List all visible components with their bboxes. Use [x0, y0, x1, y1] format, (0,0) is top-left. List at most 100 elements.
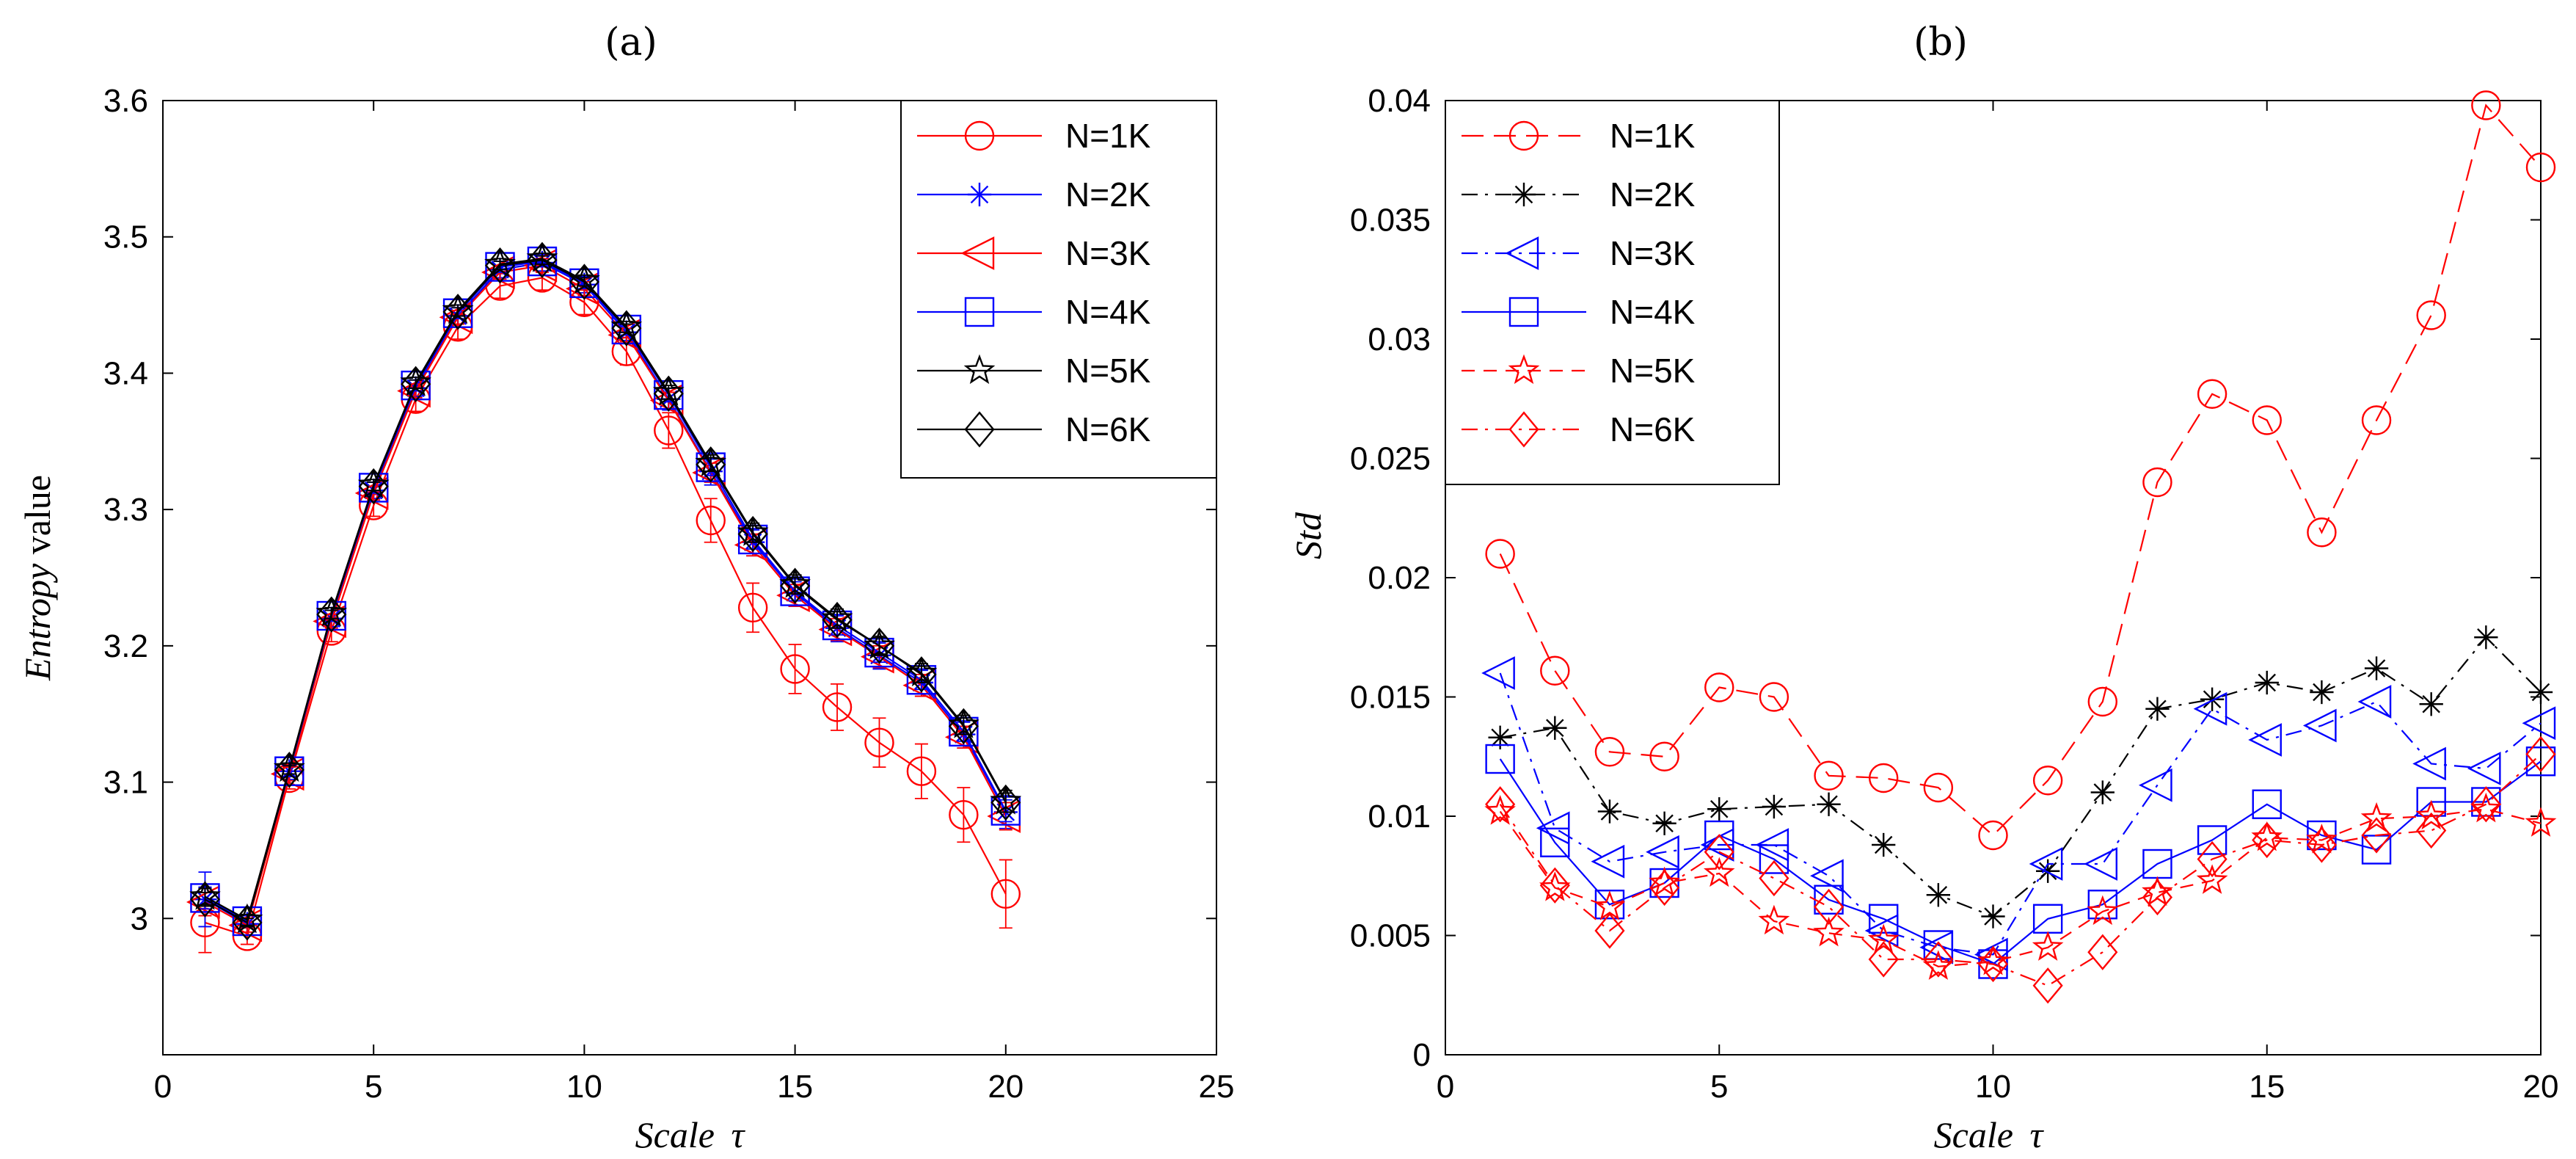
series-N=2K — [1488, 625, 2553, 929]
svg-text:Scale τ: Scale τ — [1934, 1114, 2045, 1155]
legend-marker — [1508, 297, 1539, 327]
data-point — [1485, 786, 1516, 823]
data-point — [2470, 786, 2501, 823]
legend-label: N=5K — [1610, 352, 1696, 390]
svg-text:Std: Std — [1288, 512, 1329, 559]
data-point — [1923, 941, 1954, 978]
data-point — [2360, 802, 2393, 832]
data-point — [2361, 817, 2392, 854]
data-point — [822, 692, 853, 722]
panel-a-y-axis-label: Entropy value — [17, 475, 58, 681]
legend-item: N=6K — [1462, 410, 1696, 448]
panel-a-title: (a) — [605, 21, 657, 65]
data-point — [1540, 827, 1570, 857]
data-point — [1926, 883, 1950, 907]
data-point — [1868, 763, 1899, 793]
panel-b-x-axis-label: Scale τ — [1934, 1114, 2045, 1155]
legend-item: N=5K — [917, 352, 1151, 390]
legend-item: N=3K — [917, 234, 1151, 272]
data-point — [737, 515, 768, 553]
x-tick-label: 20 — [988, 1069, 1024, 1105]
data-point — [2415, 799, 2448, 830]
data-point — [1707, 797, 1732, 821]
data-point — [1868, 904, 1899, 934]
y-tick-label: 3.1 — [103, 765, 148, 801]
data-point — [484, 247, 516, 284]
data-point — [906, 756, 937, 786]
data-point — [1594, 912, 1625, 949]
series-line — [1500, 636, 2542, 918]
data-point — [189, 881, 221, 918]
data-point — [2306, 826, 2337, 863]
panel-a-plot — [186, 241, 1022, 953]
data-point — [1597, 799, 1622, 824]
data-point — [864, 628, 895, 664]
data-point — [1813, 888, 1845, 926]
legend-marker — [967, 182, 992, 207]
data-point — [2197, 379, 2227, 409]
data-point — [2467, 752, 2501, 785]
data-point — [1652, 811, 1676, 835]
data-point — [1762, 794, 1787, 819]
x-tick-label: 15 — [2249, 1069, 2285, 1105]
data-point — [2310, 680, 2334, 705]
y-tick-label: 0 — [1413, 1037, 1431, 1073]
data-point — [1977, 945, 2009, 975]
error-bar — [746, 582, 760, 633]
error-bar — [662, 412, 676, 449]
error-bar — [746, 525, 760, 543]
panel-b-xlabel-symbol: τ — [2029, 1114, 2044, 1155]
y-tick-label: 3.5 — [103, 219, 148, 255]
legend-label: N=4K — [1610, 293, 1696, 331]
data-point — [2138, 768, 2172, 802]
legend-item: N=1K — [1462, 117, 1696, 155]
data-point — [1591, 844, 1625, 879]
error-bar — [914, 743, 928, 799]
series-N=4K — [1485, 744, 2556, 979]
data-point — [780, 654, 810, 684]
legend-label: N=2K — [1065, 175, 1151, 214]
panel-b-title: (b) — [1913, 21, 1968, 65]
data-point — [1817, 792, 1841, 816]
series-N=3K — [1481, 656, 2556, 972]
data-point — [1759, 860, 1789, 897]
data-point — [1758, 904, 1790, 935]
data-point — [2087, 686, 2118, 717]
data-point — [2251, 821, 2283, 851]
data-point — [2197, 840, 2227, 878]
error-bar — [324, 609, 338, 620]
data-point — [611, 310, 642, 346]
data-point — [2525, 152, 2556, 183]
data-point — [2302, 708, 2337, 743]
data-point — [2142, 467, 2172, 498]
error-bar — [282, 765, 296, 775]
data-point — [2252, 789, 2282, 819]
data-point — [696, 446, 726, 483]
legend-item: N=3K — [1462, 234, 1696, 272]
data-point — [2084, 847, 2118, 881]
data-point — [1978, 820, 2008, 851]
error-bar — [999, 859, 1012, 929]
x-tick-label: 5 — [1710, 1069, 1728, 1105]
y-tick-label: 0.025 — [1350, 441, 1431, 477]
data-point — [1704, 820, 1734, 851]
data-point — [2471, 90, 2501, 120]
error-bar — [788, 644, 802, 694]
data-point — [1759, 844, 1789, 874]
legend-label: N=1K — [1610, 117, 1696, 155]
legend-label: N=6K — [1065, 410, 1151, 448]
data-point — [316, 596, 347, 633]
data-point — [2525, 807, 2557, 837]
legend-item: N=2K — [1462, 175, 1696, 214]
error-bar — [577, 277, 591, 287]
error-bar — [831, 683, 844, 731]
data-point — [737, 592, 768, 623]
data-point — [1759, 682, 1789, 712]
svg-text:Scale τ: Scale τ — [635, 1114, 746, 1155]
legend-marker — [960, 236, 995, 270]
data-point — [1923, 772, 1954, 803]
data-point — [2416, 300, 2446, 330]
data-point — [1646, 835, 1679, 869]
svg-text:Entropy value: Entropy value — [17, 475, 58, 681]
series-line — [1499, 758, 2542, 965]
